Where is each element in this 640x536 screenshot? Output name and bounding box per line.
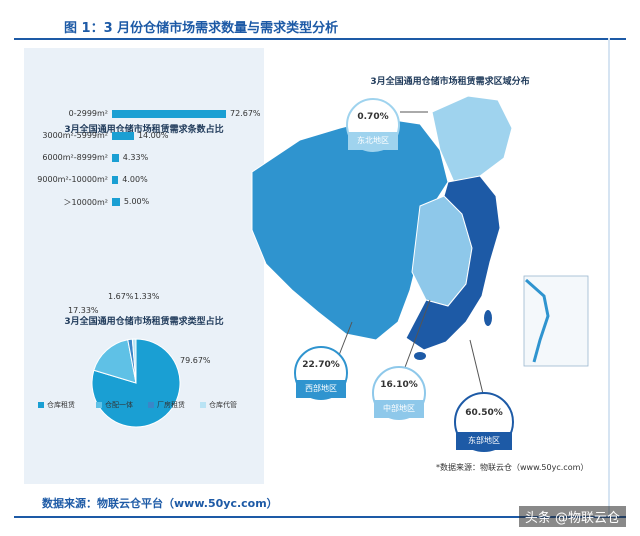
bar-mark [112,154,119,162]
pie-legend-item: 仓库代管 [200,400,237,410]
bubble-east: 60.50% 东部地区 [454,392,514,452]
pie-slice [93,339,137,384]
right-divider [608,38,610,518]
legend-swatch [38,402,44,408]
bar-mark [112,198,120,206]
map-taiwan-island [484,310,492,326]
bubble-region-label: 东北地区 [348,132,398,150]
pie-value-label: 79.67% [180,356,211,365]
bubble-value: 0.70% [357,112,389,122]
bar-category-label: 9000m²-10000m² [37,175,108,184]
bar-mark [112,176,119,184]
pie-slice [131,338,137,384]
connector-east [469,339,485,399]
bubble-central: 16.10% 中部地区 [372,366,426,420]
map-inset-coast [525,278,550,363]
pie-legend-item: 仓库租赁 [38,400,75,410]
pie-chart-title: 3月全国通用仓储市场租赁需求类型占比 [64,317,224,327]
bar-value-label: 14.00% [137,131,169,140]
bar-category-label: 3000m²-5999m² [42,131,108,140]
legend-label: 仓配一体 [105,401,133,409]
bar-mark [112,110,226,118]
bar-chart-title: 3月全国通用仓储市场租赁需求条数占比 [64,125,224,135]
pie-legend-item: 厂房租赁 [148,400,185,410]
bar-mark [112,132,134,140]
bubble-region-label: 东部地区 [456,432,512,450]
pie-value-label: 17.33% [68,306,99,315]
bubble-region-label: 中部地区 [374,400,424,418]
bar-value-label: 4.00% [122,175,148,184]
legend-label: 仓库租赁 [47,401,75,409]
legend-swatch [96,402,102,408]
legend-label: 仓库代管 [209,401,237,409]
bar-value-label: 4.33% [122,153,149,162]
map-source-note: *数据来源：物联云仓（www.50yc.com） [436,463,589,472]
footer-source: 数据来源：物联云仓平台（www.50yc.com） [42,497,278,510]
footer-rule [14,516,626,518]
bar-category-label: 0-2999m² [68,109,108,118]
legend-label: 厂房租赁 [157,401,185,409]
watermark: 头条 @物联云仓 [518,506,626,527]
map-inset-box [523,275,589,367]
figure-title: 图 1：3 月份仓储市场需求数量与需求类型分析 [64,21,339,36]
bubble-west: 22.70% 西部地区 [294,346,348,400]
bubble-region-label: 西部地区 [296,380,346,398]
left-panel: 3月全国通用仓储市场租赁需求条数占比 0-2999m² 72.67% 3000m²-… [24,48,264,484]
pie-legend-item: 仓配一体 [96,400,133,410]
legend-swatch [200,402,206,408]
pie-chart [91,338,181,428]
bar-value-label: 72.67% [230,109,261,118]
bubble-value: 16.10% [380,380,418,390]
pie-value-label: 1.67% [108,292,134,301]
title-rule [14,38,626,40]
bar-category-label: 6000m²-8999m² [42,153,108,162]
bar-value-label: 5.00% [123,197,150,206]
map-northeast-region [431,95,513,183]
connector-central [403,299,431,371]
pie-value-label: 1.33% [134,292,160,301]
bubble-value: 60.50% [465,408,503,418]
map-title: 3月全国通用仓储市场租赁需求区域分布 [370,77,530,87]
bubble-northeast: 0.70% 东北地区 [346,98,400,152]
legend-swatch [148,402,154,408]
map-hainan-island [414,352,426,360]
bubble-value: 22.70% [302,360,340,370]
bar-category-label: ＞10000m² [63,198,108,207]
map-east-region [405,175,501,351]
